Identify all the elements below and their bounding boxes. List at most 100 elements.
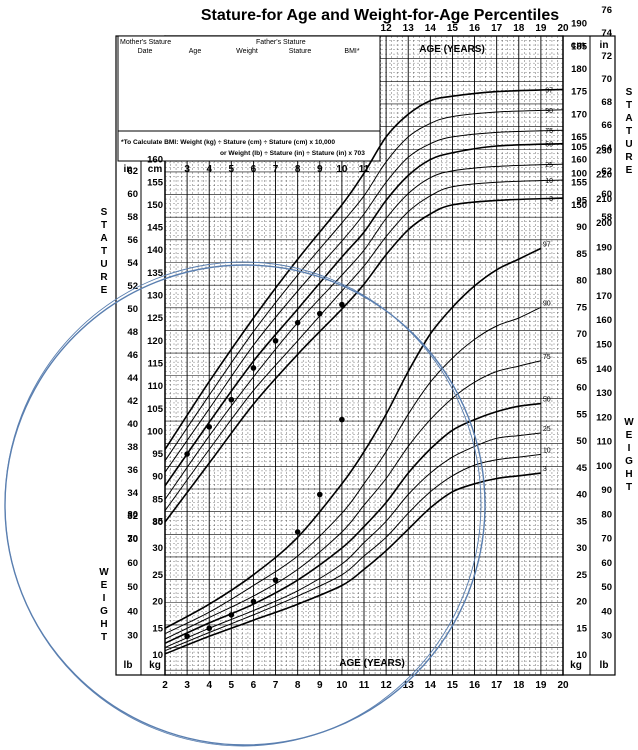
- stature-in-tick-left: 46: [127, 350, 138, 361]
- stature-in-tick-left: 58: [127, 212, 138, 223]
- stature-percentile-label: 97: [545, 87, 553, 94]
- x-tick-bottom: 2: [162, 680, 168, 691]
- x-tick-bottom: 13: [403, 680, 415, 691]
- weight-kg-tick-left: 35: [152, 516, 163, 527]
- stature-point: [184, 451, 190, 457]
- weight-lb-tick-left: 30: [127, 631, 138, 642]
- weight-kg-tick-right: 30: [576, 543, 587, 554]
- stature-in-tick-left: 40: [127, 419, 138, 430]
- x-tick-top-inner: 7: [273, 164, 279, 175]
- stature-cm-tick-left: 110: [148, 381, 163, 392]
- x-tick-bottom: 3: [184, 680, 190, 691]
- x-tick-bottom: 8: [295, 680, 301, 691]
- bmi-note-line2: or Weight (lb) ÷ Stature (in) ÷ Stature …: [220, 150, 365, 157]
- stature-in-tick-left: 38: [127, 442, 138, 453]
- weight-vertical-letter-right: T: [626, 482, 632, 493]
- x-tick-bottom: 5: [229, 680, 235, 691]
- stature-point: [206, 424, 213, 430]
- stature-in-tick-right: 68: [601, 97, 612, 108]
- stature-in-tick-right: 74: [601, 28, 612, 39]
- weight-kg-tick-right: 85: [576, 249, 587, 260]
- stature-cm-tick-left: 140: [147, 245, 163, 256]
- stature-percentile-label: 25: [545, 162, 553, 169]
- weight-kg-tick-right: 50: [576, 436, 587, 447]
- x-tick-top: 12: [381, 23, 393, 34]
- stature-vertical-letter-left: E: [101, 285, 108, 296]
- weight-kg-tick-right: 60: [576, 383, 587, 394]
- weight-lb-tick-left: 60: [127, 558, 138, 569]
- stature-in-tick-left: 42: [127, 396, 138, 407]
- col-date: Date: [138, 48, 153, 55]
- stature-cm-tick-right: 170: [571, 109, 587, 120]
- weight-curve-p90: [164, 306, 542, 635]
- x-tick-bottom: 20: [557, 680, 569, 691]
- stature-in-tick-left: 50: [127, 304, 138, 315]
- unit-lb-left: lb: [124, 660, 133, 671]
- weight-kg-tick-left: 25: [152, 570, 163, 581]
- unit-kg-left: kg: [149, 660, 161, 671]
- weight-percentile-label: 90: [543, 300, 551, 307]
- x-tick-top: 16: [469, 23, 481, 34]
- stature-vertical-letter-right: A: [625, 113, 632, 124]
- info-form: Mother's Stature Father's Stature Date A…: [117, 35, 381, 162]
- x-tick-top-inner: 8: [295, 164, 301, 175]
- stature-cm-tick-right: 160: [571, 155, 587, 166]
- stature-point: [272, 338, 279, 344]
- unit-cm-left: cm: [148, 164, 163, 175]
- stature-in-tick-right: 76: [601, 5, 612, 16]
- x-tick-bottom: 9: [317, 680, 323, 691]
- stature-percentile-label: 10: [545, 178, 553, 185]
- unit-in-right: in: [600, 40, 609, 51]
- weight-lb-tick-right: 30: [601, 631, 612, 642]
- stature-percentile-label: 3: [549, 196, 553, 203]
- weight-kg-tick-right: 95: [576, 195, 587, 206]
- stature-cm-tick-left: 115: [148, 358, 164, 369]
- weight-lb-tick-right: 180: [596, 267, 612, 278]
- stature-in-tick-left: 36: [127, 465, 138, 476]
- weight-lb-tick-right: 220: [596, 170, 612, 181]
- weight-curve-p97: [164, 247, 542, 629]
- stature-point: [294, 319, 301, 326]
- weight-lb-tick-right: 40: [601, 606, 612, 617]
- x-tick-bottom: 17: [491, 680, 503, 691]
- annotation-circle-inner: [4, 261, 482, 747]
- weight-curve-p75: [164, 360, 542, 640]
- stature-vertical-letter-right: U: [625, 139, 632, 150]
- stature-in-tick-left: 44: [127, 373, 138, 384]
- weight-lb-tick-left: 80: [127, 509, 138, 520]
- weight-kg-tick-right: 80: [576, 276, 587, 287]
- stature-vertical-letter-left: T: [101, 246, 107, 257]
- stature-in-tick-left: 62: [127, 166, 138, 177]
- stature-cm-tick-left: 85: [152, 494, 163, 505]
- weight-kg-tick-right: 65: [576, 356, 587, 367]
- stature-cm-tick-left: 135: [147, 268, 164, 279]
- weight-point: [272, 577, 279, 583]
- x-tick-bottom: 16: [469, 680, 481, 691]
- fathers-stature-label: Father's Stature: [256, 39, 306, 46]
- x-tick-top: 20: [557, 23, 569, 34]
- unit-lb-right: lb: [600, 660, 609, 671]
- stature-curve-p97: [164, 88, 564, 450]
- weight-percentile-label: 75: [543, 354, 551, 361]
- weight-percentile-label: 50: [543, 397, 551, 404]
- weight-lb-tick-right: 120: [596, 412, 612, 423]
- stature-cm-tick-left: 95: [152, 449, 163, 460]
- weight-vertical-letter-left: E: [101, 580, 108, 591]
- x-tick-top: 17: [491, 23, 503, 34]
- mothers-stature-label: Mother's Stature: [120, 39, 171, 46]
- stature-cm-tick-right: 185: [571, 41, 588, 52]
- weight-percentile-label: 97: [543, 241, 551, 248]
- stature-vertical-letter-right: R: [625, 152, 633, 163]
- stature-in-tick-left: 54: [127, 258, 138, 269]
- stature-cm-tick-left: 80: [152, 517, 163, 528]
- stature-cm-tick-right: 190: [571, 19, 587, 30]
- x-tick-top-inner: 4: [206, 164, 212, 175]
- col-bmi: BMI*: [344, 48, 359, 55]
- weight-lb-tick-right: 200: [596, 218, 612, 229]
- weight-point: [184, 633, 190, 640]
- chart-title: Stature-for Age and Weight-for-Age Perce…: [201, 7, 559, 24]
- stature-in-tick-right: 62: [601, 166, 612, 177]
- stature-in-tick-right: 58: [601, 212, 612, 223]
